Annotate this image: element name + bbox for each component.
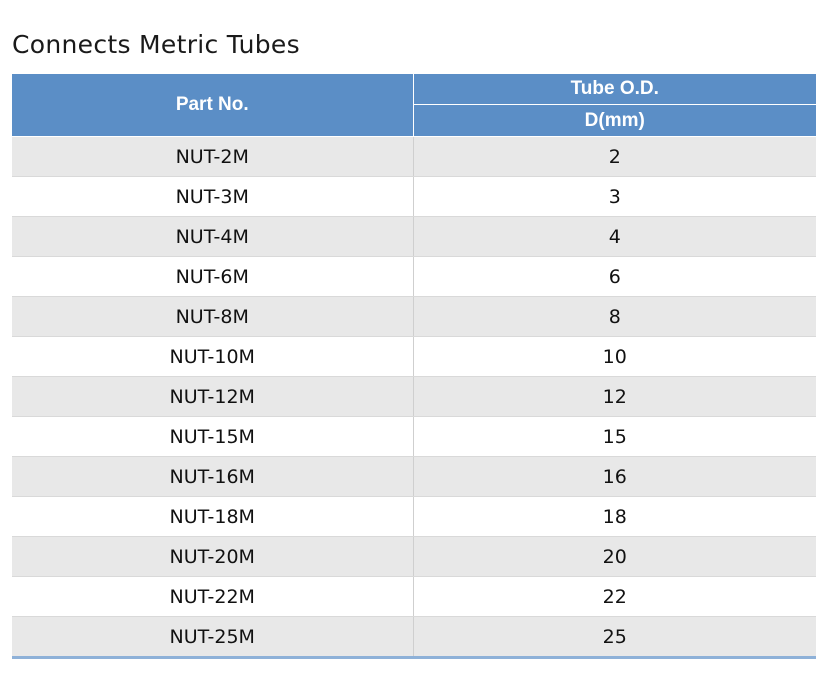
table-row: NUT-12M 12	[12, 376, 816, 417]
diameter-cell: 4	[413, 216, 816, 257]
diameter-cell: 6	[413, 256, 816, 297]
part-number-cell: NUT-10M	[12, 336, 414, 377]
header-part-no: Part No.	[12, 74, 414, 137]
table-row: NUT-22M 22	[12, 576, 816, 617]
table-row: NUT-25M 25	[12, 616, 816, 658]
part-number-cell: NUT-25M	[12, 616, 414, 658]
part-number-cell: NUT-16M	[12, 456, 414, 497]
part-number-cell: NUT-15M	[12, 416, 414, 457]
diameter-cell: 8	[413, 296, 816, 337]
table-header: Part No. Tube O.D. D(mm)	[12, 74, 816, 137]
part-number-cell: NUT-18M	[12, 496, 414, 537]
table-row: NUT-3M 3	[12, 176, 816, 217]
part-number-cell: NUT-3M	[12, 176, 414, 217]
part-number-cell: NUT-6M	[12, 256, 414, 297]
header-tube-od: Tube O.D.	[413, 74, 816, 105]
header-d-mm: D(mm)	[413, 104, 816, 137]
part-number-cell: NUT-20M	[12, 536, 414, 577]
part-number-cell: NUT-12M	[12, 376, 414, 417]
table-row: NUT-18M 18	[12, 496, 816, 537]
diameter-cell: 20	[413, 536, 816, 577]
part-number-cell: NUT-22M	[12, 576, 414, 617]
part-number-cell: NUT-2M	[12, 136, 414, 177]
diameter-cell: 12	[413, 376, 816, 417]
header-row-bottom: D(mm)	[12, 104, 816, 137]
diameter-cell: 22	[413, 576, 816, 617]
diameter-cell: 25	[413, 616, 816, 658]
table-row: NUT-20M 20	[12, 536, 816, 577]
table-row: NUT-4M 4	[12, 216, 816, 257]
diameter-cell: 15	[413, 416, 816, 457]
part-number-cell: NUT-8M	[12, 296, 414, 337]
page-title: Connects Metric Tubes	[12, 30, 300, 59]
table-row: NUT-10M 10	[12, 336, 816, 377]
part-number-cell: NUT-4M	[12, 216, 414, 257]
table-row: NUT-15M 15	[12, 416, 816, 457]
diameter-cell: 18	[413, 496, 816, 537]
table-row: NUT-8M 8	[12, 296, 816, 337]
header-row-top: Part No. Tube O.D.	[12, 74, 816, 137]
diameter-cell: 2	[413, 136, 816, 177]
table-body: NUT-2M 2 NUT-3M 3 NUT-4M 4 NUT-6M 6 NUT-…	[12, 136, 816, 658]
diameter-cell: 16	[413, 456, 816, 497]
table-row: NUT-6M 6	[12, 256, 816, 297]
metric-tube-table: Part No. Tube O.D. D(mm) NUT-2M 2 NUT-3M…	[12, 74, 816, 659]
diameter-cell: 3	[413, 176, 816, 217]
diameter-cell: 10	[413, 336, 816, 377]
table-row: NUT-16M 16	[12, 456, 816, 497]
table-row: NUT-2M 2	[12, 136, 816, 177]
